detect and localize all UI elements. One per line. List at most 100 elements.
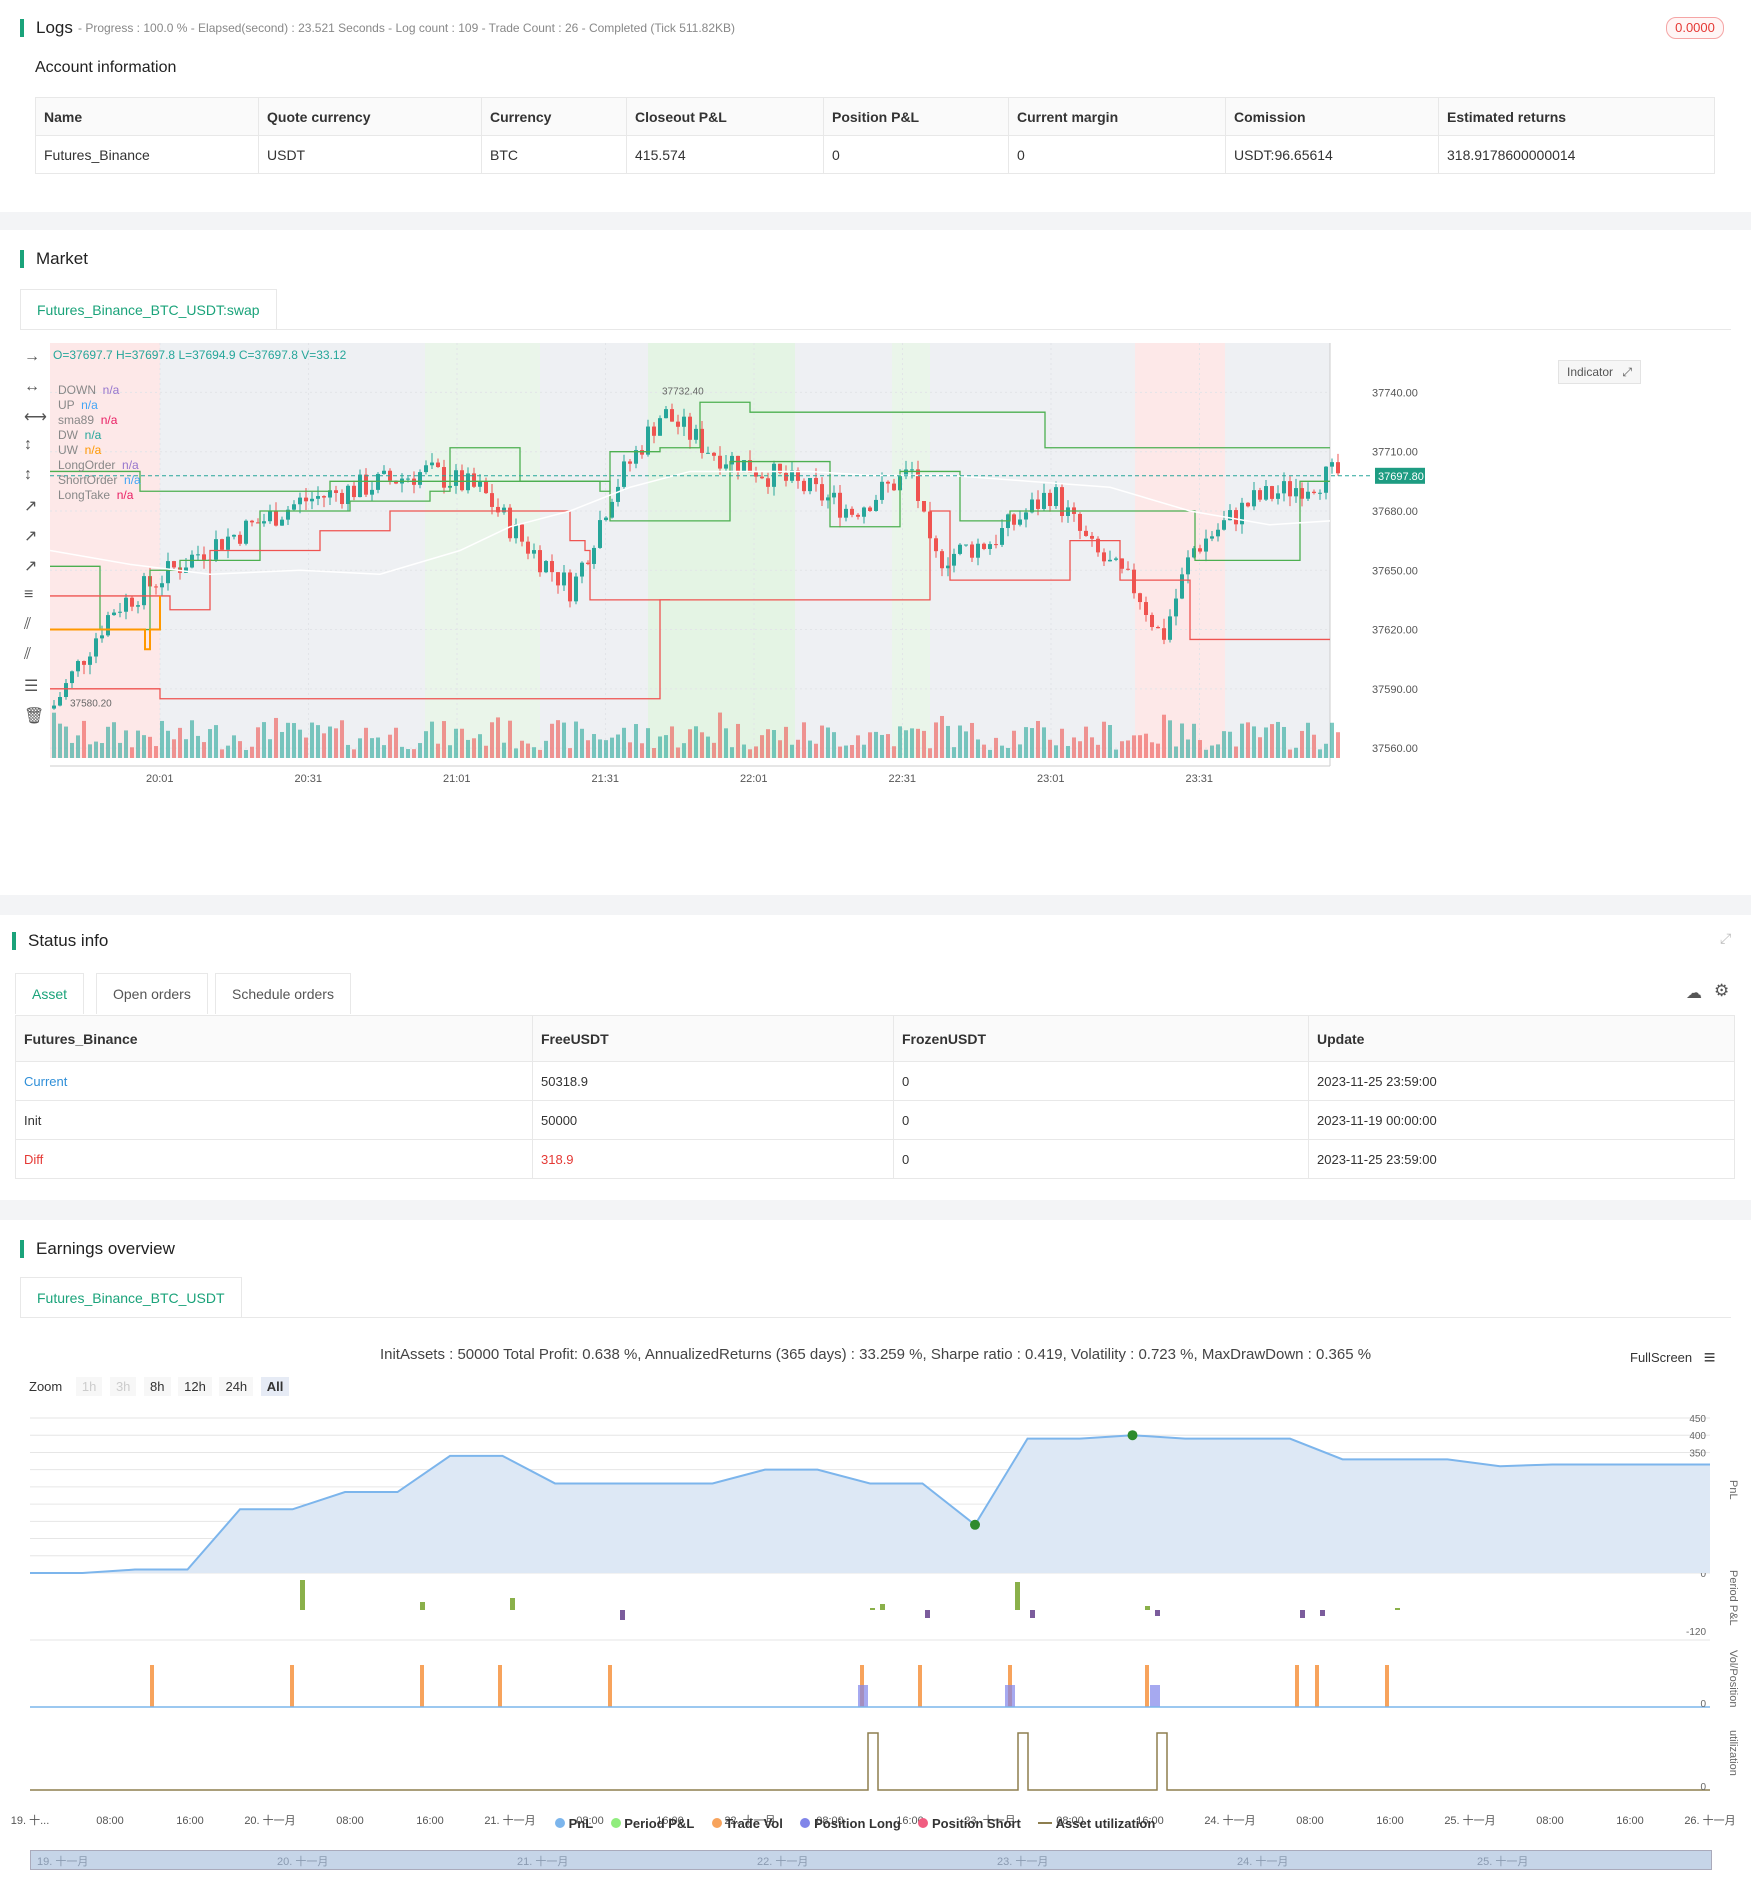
volume-bar — [310, 722, 314, 758]
legend-item-down: DOWN n/a — [58, 383, 141, 398]
legend-trade-vol[interactable]: Trade Vol — [711, 1816, 783, 1831]
candle-body — [238, 534, 242, 544]
indicator-button[interactable]: Indicator ⤢ — [1558, 360, 1641, 384]
volume-bar — [508, 720, 512, 758]
candle-body — [946, 565, 950, 569]
volume-bar — [58, 723, 62, 758]
volume-bar — [796, 739, 800, 758]
candle-body — [484, 481, 488, 494]
candle-body — [154, 586, 158, 588]
legend-asset-utilization[interactable]: Asset utilization — [1038, 1816, 1155, 1831]
zoom-1h[interactable]: 1h — [75, 1377, 103, 1396]
candle-body — [670, 409, 674, 422]
candle-body — [1318, 492, 1322, 494]
account-col-position: Position P&L — [823, 97, 1009, 136]
expand-icon[interactable]: ⤢ — [1622, 365, 1632, 379]
cross-line-icon[interactable]: ↕ — [24, 466, 32, 483]
logs-summary: - Progress : 100.0 % - Elapsed(second) :… — [78, 21, 736, 35]
period-pnl-bar — [1300, 1610, 1305, 1618]
candle-body — [160, 583, 164, 588]
volume-bar — [1324, 743, 1328, 758]
x-tick-label: 21. 十一月 — [484, 1813, 535, 1827]
extended-line-icon[interactable]: ⟷ — [24, 409, 47, 426]
down-line — [50, 510, 1330, 641]
menu-icon[interactable]: ≡ — [1703, 1347, 1716, 1369]
volume-bar — [928, 748, 932, 758]
candle-body — [1264, 486, 1268, 500]
horizontal-line-icon[interactable]: → — [24, 348, 40, 365]
market-tab[interactable]: Futures_Binance_BTC_USDT:swap — [20, 289, 277, 330]
zoom-12h[interactable]: 12h — [178, 1377, 212, 1396]
trash-icon[interactable]: 🗑 — [24, 708, 45, 725]
arrow-line-icon[interactable]: ↗ — [24, 558, 38, 575]
volume-bar — [778, 740, 782, 758]
cloud-download-icon[interactable]: ☁ — [1686, 985, 1702, 1002]
legend-position-short[interactable]: Position Short — [918, 1816, 1021, 1831]
volume-bar — [268, 739, 272, 758]
axis-title: PnL — [1727, 1480, 1739, 1500]
candle-body — [1090, 535, 1094, 539]
candle-body — [532, 550, 536, 554]
candle-body — [622, 461, 626, 487]
volume-bar — [988, 749, 992, 758]
candle-body — [760, 476, 764, 479]
earnings-tab-underline — [20, 1317, 1731, 1318]
period-pnl-bar — [620, 1610, 625, 1620]
candle-body — [1108, 559, 1112, 562]
candle-body — [490, 493, 494, 507]
candle-body — [364, 474, 368, 495]
legend-label: UP — [58, 398, 75, 412]
volume-bar — [922, 730, 926, 758]
fib-channel-icon[interactable]: ⫽ — [24, 646, 32, 663]
ray-line-icon[interactable]: ↗ — [24, 528, 38, 545]
pnl-area — [30, 1435, 1710, 1573]
position-bar — [1005, 1685, 1015, 1707]
candle-body — [358, 474, 362, 498]
collapse-icon[interactable]: ⤢ — [1720, 930, 1732, 946]
status-title: Status info — [12, 932, 108, 950]
fib-levels-icon[interactable]: ☰ — [24, 678, 39, 695]
candle-body — [1180, 574, 1184, 599]
tab-schedule-orders[interactable]: Schedule orders — [215, 973, 351, 1014]
asset-row-name[interactable]: Current — [15, 1061, 533, 1101]
legend-period-pnl[interactable]: Period P&L — [610, 1816, 694, 1831]
zoom-3h[interactable]: 3h — [109, 1377, 137, 1396]
tab-asset[interactable]: Asset — [15, 973, 85, 1014]
volume-bar — [874, 731, 878, 758]
trend-line-icon[interactable]: ↗ — [24, 498, 38, 515]
candle-body — [1042, 492, 1046, 509]
earnings-chart[interactable]: 450400350300250200150100500PnLPeriod P&L… — [0, 1410, 1751, 1860]
zoom-24h[interactable]: 24h — [219, 1377, 254, 1396]
zoom-all[interactable]: All — [260, 1377, 290, 1396]
legend-pnl[interactable]: PnL — [555, 1816, 593, 1831]
price-line-icon[interactable]: ≡ — [24, 586, 34, 603]
volume-bar — [154, 746, 158, 758]
candle-body — [718, 455, 722, 469]
parallel-channel-icon[interactable]: ⫽ — [24, 616, 32, 633]
volume-bar — [634, 724, 638, 758]
candle-body — [520, 524, 524, 542]
legend-value: n/a — [81, 398, 98, 412]
volume-bar — [976, 739, 980, 758]
candle-body — [136, 605, 140, 607]
zoom-8h[interactable]: 8h — [144, 1377, 171, 1396]
legend-item-shortorder: ShortOrder n/a — [58, 473, 141, 488]
earnings-tab[interactable]: Futures_Binance_BTC_USDT — [20, 1277, 242, 1318]
navigator[interactable]: 19. 十一月 20. 十一月 21. 十一月 22. 十一月 23. 十一月 … — [30, 1850, 1712, 1870]
account-cell: 0 — [823, 135, 1009, 174]
price-chart[interactable]: 37740.00 37710.00 37680.00 37650.00 37620.00… — [50, 343, 1470, 783]
performance-summary: InitAssets : 50000 Total Profit: 0.638 %… — [379, 1346, 1372, 1363]
candle-body — [1294, 488, 1298, 497]
volume-bar — [820, 725, 824, 758]
legend-position-long[interactable]: Position Long — [800, 1816, 901, 1831]
candle-body — [730, 455, 734, 465]
fullscreen-button[interactable]: FullScreen ≡ — [1630, 1347, 1715, 1370]
legend-label: ShortOrder — [58, 473, 118, 487]
horizontal-ray-icon[interactable]: ↔ — [24, 378, 40, 395]
gear-icon[interactable]: ⚙ — [1714, 981, 1730, 1000]
tab-open-orders[interactable]: Open orders — [96, 973, 208, 1014]
volume-bar — [586, 740, 590, 758]
candle-body — [826, 497, 830, 501]
candle-body — [742, 460, 746, 473]
vertical-line-icon[interactable]: ↕ — [24, 436, 32, 453]
